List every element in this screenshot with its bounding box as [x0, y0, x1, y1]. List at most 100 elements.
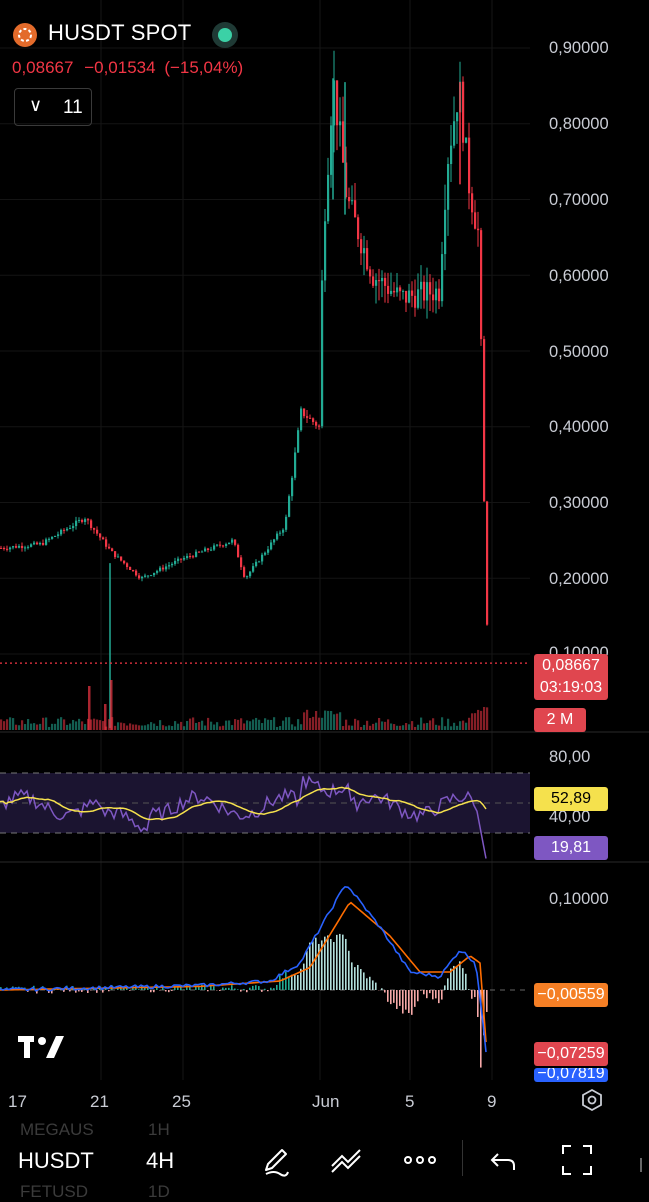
macd-histogram-bar: [369, 977, 371, 990]
price-axis-label: 0,50000: [549, 343, 609, 362]
candle-body: [375, 280, 377, 286]
macd-histogram-bar: [438, 990, 440, 1003]
volume-bar: [81, 721, 83, 730]
indicator-count: 11: [63, 97, 83, 119]
macd-histogram-bar: [420, 990, 422, 991]
indicators-toggle-button[interactable]: ∨ 11: [14, 88, 92, 126]
more-icon[interactable]: [398, 1138, 442, 1182]
macd-histogram-bar: [165, 990, 167, 991]
macd-histogram-bar: [258, 986, 260, 990]
candle-body: [36, 543, 38, 545]
volume-bar: [18, 725, 20, 730]
candle-body: [90, 520, 92, 528]
volume-bar: [165, 726, 167, 730]
candle-body: [51, 537, 53, 539]
macd-histogram-bar: [171, 990, 173, 991]
candle-body: [420, 282, 422, 290]
volume-bar: [483, 707, 485, 730]
volume-bar: [88, 686, 91, 730]
candle-body: [276, 534, 278, 540]
volume-bar: [387, 719, 389, 730]
macd-histogram-bar: [129, 990, 131, 991]
volume-bar: [51, 724, 53, 730]
macd-histogram-bar: [330, 939, 332, 990]
fullscreen-icon[interactable]: [555, 1138, 599, 1182]
volume-bar: [180, 722, 182, 730]
candle-body: [267, 549, 269, 552]
candle-body: [162, 568, 164, 570]
candle-body: [435, 289, 437, 301]
volume-bar: [438, 726, 440, 730]
macd-histogram-bar: [429, 990, 431, 993]
macd-histogram-bar: [276, 985, 278, 990]
pencil-icon[interactable]: [254, 1138, 298, 1182]
volume-bar: [117, 722, 119, 730]
volume-bar: [141, 726, 143, 730]
drawing-tools-icon[interactable]: [324, 1138, 368, 1182]
macd-histogram-bar: [231, 985, 233, 990]
macd-histogram-tag: −0,00559: [534, 983, 608, 1007]
price-axis-label: 0,90000: [549, 39, 609, 58]
price-chart-canvas[interactable]: [0, 0, 649, 1120]
volume-bar: [24, 724, 26, 730]
candle-body: [120, 557, 122, 561]
macd-histogram-bar: [219, 990, 221, 991]
volume-bar: [0, 719, 2, 730]
tradingview-logo-icon: [18, 1034, 66, 1060]
candle-body: [318, 426, 320, 427]
candle-body: [264, 553, 266, 555]
candle-body: [240, 557, 242, 567]
candle-body: [330, 125, 332, 174]
macd-histogram-bar: [411, 990, 413, 1015]
volume-bar: [351, 726, 353, 730]
volume-bar: [21, 720, 23, 730]
candle-body: [9, 548, 11, 550]
candle-body: [81, 520, 83, 522]
candle-body: [216, 545, 218, 546]
current-price-tag: 0,08667 03:19:03: [534, 654, 608, 700]
volume-bar: [126, 726, 128, 730]
interval-selector[interactable]: 4H: [146, 1148, 174, 1174]
candle-body: [72, 526, 74, 528]
volume-bar: [381, 721, 383, 730]
change-percent: (−15,04%): [164, 58, 243, 77]
price-axis-label: 0,80000: [549, 115, 609, 134]
settings-hex-icon[interactable]: [580, 1088, 604, 1112]
volume-bar: [396, 726, 398, 730]
volume-bar: [192, 717, 194, 730]
undo-icon[interactable]: [482, 1138, 526, 1182]
volume-bar: [177, 724, 179, 730]
symbol-title[interactable]: HUSDT SPOT: [48, 20, 191, 46]
candle-body: [123, 561, 125, 564]
candle-body: [270, 542, 272, 549]
macd-histogram-bar: [333, 942, 335, 990]
candle-body: [360, 239, 362, 253]
volume-bar: [84, 724, 86, 730]
volume-bar: [33, 723, 35, 730]
candle-body: [447, 164, 449, 210]
macd-histogram-bar: [222, 988, 224, 990]
volume-bar: [258, 720, 260, 730]
volume-bar: [104, 704, 107, 730]
time-axis-label: Jun: [312, 1092, 339, 1112]
volume-bar: [411, 721, 413, 730]
volume-bar: [363, 725, 365, 730]
volume-bar: [369, 726, 371, 730]
candle-body: [171, 564, 173, 565]
volume-bar: [96, 720, 98, 730]
volume-bar: [63, 719, 65, 730]
candle-body: [87, 519, 89, 520]
macd-axis-label: 0,10000: [549, 890, 609, 909]
candle-body: [24, 547, 26, 548]
volume-bar: [15, 725, 17, 730]
volume-bar: [366, 721, 368, 730]
volume-bar: [474, 713, 476, 730]
symbol-selector[interactable]: HUSDT: [18, 1148, 94, 1174]
volume-bar: [132, 724, 134, 730]
volume-bar: [72, 720, 74, 730]
volume-bar: [447, 719, 449, 730]
macd-histogram-bar: [456, 966, 458, 990]
candle-body: [198, 552, 200, 553]
volume-bar: [282, 721, 284, 730]
toolbar-divider: [462, 1140, 463, 1176]
